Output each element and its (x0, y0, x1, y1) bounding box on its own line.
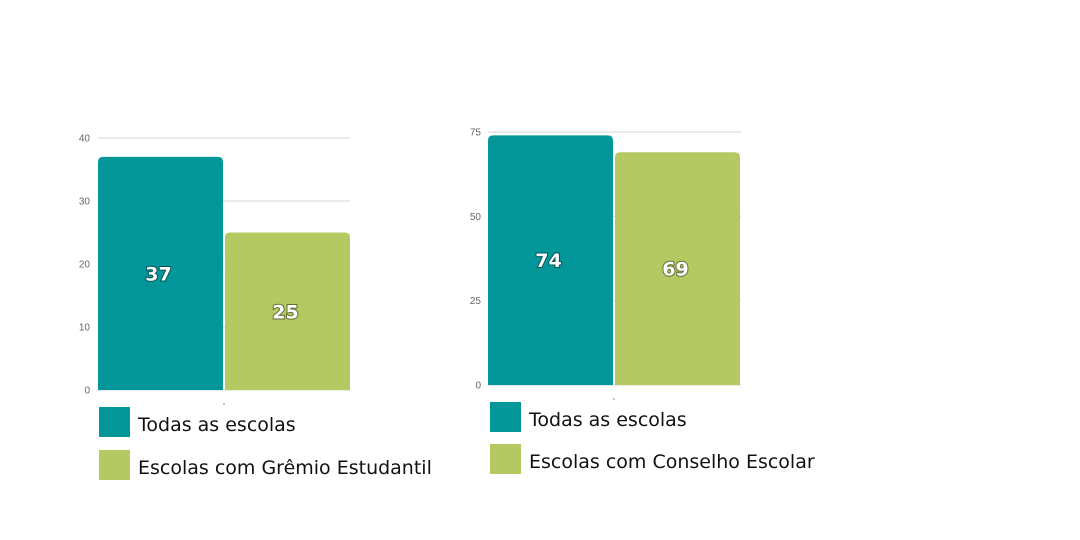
bar-data-label: 74 (535, 250, 561, 272)
y-tick-label: 20 (79, 260, 91, 271)
bar-data-label: 37 (145, 263, 171, 285)
y-tick-label: 0 (475, 381, 481, 392)
legend-swatch (490, 444, 521, 474)
legend-label: Todas as escolas (528, 409, 687, 431)
legend-label: Todas as escolas (137, 414, 296, 436)
chart-2: 0 25 50 75 74 69 Todas as escolas Escolas com C… (470, 128, 815, 474)
y-tick-label: 25 (470, 296, 482, 307)
bar-1 (98, 156, 223, 390)
y-tick-label: 10 (79, 323, 91, 334)
legend-label: Escolas com Conselho Escolar (529, 451, 815, 473)
legend-swatch (490, 402, 521, 432)
bar-2 (615, 152, 740, 385)
bar-data-label: 69 (662, 259, 688, 281)
y-tick-label: 40 (79, 134, 91, 145)
legend-label: Escolas com Grêmio Estudantil (138, 457, 432, 479)
legend-swatch (99, 407, 130, 437)
y-tick-label: 0 (84, 386, 90, 397)
bar-data-label: 25 (272, 301, 298, 323)
bar-1 (488, 135, 613, 385)
legend-swatch (99, 450, 130, 480)
y-tick-label: 30 (79, 197, 91, 208)
chart-1: 0 10 20 30 40 37 25 Todas as escolas Escolas com… (79, 134, 432, 480)
bar-2 (225, 232, 350, 390)
y-tick-label: 50 (470, 212, 482, 223)
y-tick-label: 75 (470, 128, 482, 139)
